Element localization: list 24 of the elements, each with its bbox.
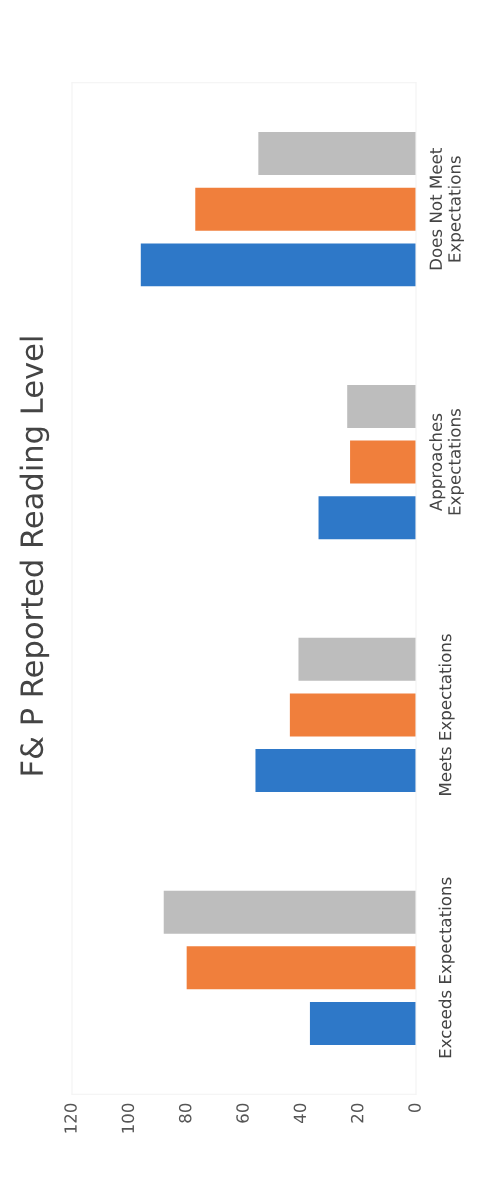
bar	[347, 384, 416, 428]
bar	[289, 693, 416, 737]
text: F& P Reported Reading Level	[19, 337, 50, 775]
x-tick-label: 40	[293, 1103, 307, 1123]
bar	[258, 132, 416, 176]
bar	[140, 243, 416, 287]
y-tick-label: Does Not Meet Expectations	[429, 148, 464, 270]
bar	[309, 1001, 416, 1045]
bar	[350, 440, 416, 484]
y-tick-label: Approaches Expectations	[429, 409, 464, 515]
x-tick-label: 80	[178, 1103, 192, 1123]
x-tick-label: 60	[236, 1103, 249, 1123]
bar	[195, 187, 416, 231]
x-tick-label: 0	[408, 1103, 421, 1113]
bar	[298, 637, 416, 681]
y-tick-label: Meets Expectations	[438, 634, 455, 795]
bar	[163, 890, 416, 934]
x-tick-label: 100	[121, 1103, 135, 1133]
y-tick-label: Exceeds Expectations	[438, 877, 455, 1058]
bar	[318, 496, 416, 540]
bar	[186, 946, 416, 990]
x-tick-label: 20	[350, 1103, 364, 1123]
x-tick-label: 120	[64, 1103, 77, 1133]
bar	[255, 749, 416, 793]
